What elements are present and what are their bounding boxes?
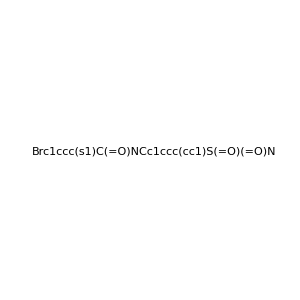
Text: Brc1ccc(s1)C(=O)NCc1ccc(cc1)S(=O)(=O)N: Brc1ccc(s1)C(=O)NCc1ccc(cc1)S(=O)(=O)N	[32, 146, 276, 157]
